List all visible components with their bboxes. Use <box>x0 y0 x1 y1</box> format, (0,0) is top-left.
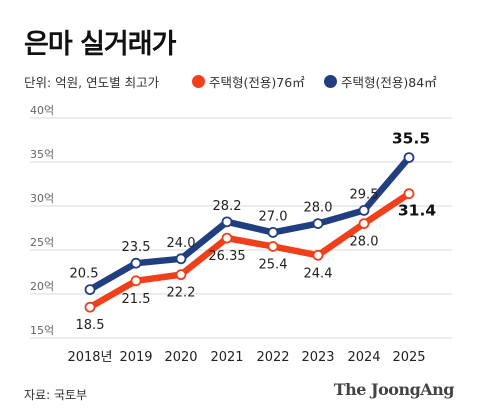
data-label: 20.5 <box>70 267 99 282</box>
data-label: 26.35 <box>208 249 245 264</box>
x-tick-label: 2024 <box>347 350 380 365</box>
data-label: 25.4 <box>259 257 288 272</box>
data-point <box>267 241 279 252</box>
x-tick-label: 2020 <box>164 350 197 365</box>
data-label: 35.5 <box>392 130 430 148</box>
data-label: 24.4 <box>304 266 333 281</box>
unit-label: 단위: 억원, 연도별 최고가 <box>24 75 160 90</box>
data-point <box>84 301 96 313</box>
data-label: 27.0 <box>259 209 288 224</box>
chart-title: 은마 실거래가 <box>24 29 176 60</box>
data-point <box>312 218 324 230</box>
data-point <box>221 232 233 244</box>
data-point <box>221 216 233 228</box>
y-tick-label: 40억 <box>30 104 54 117</box>
data-label: 28.0 <box>304 201 333 216</box>
data-label: 23.5 <box>122 240 151 255</box>
legend-item-76: 주택형(전용)76㎡ <box>192 72 305 91</box>
x-tick-label: 2021 <box>210 350 243 365</box>
data-label: 28.0 <box>350 235 379 250</box>
x-tick-label: 2018년 <box>67 350 112 365</box>
data-point <box>84 284 96 296</box>
data-point <box>175 253 187 265</box>
data-point <box>130 275 142 287</box>
data-label: 22.2 <box>167 286 196 301</box>
legend-dot-84 <box>324 75 337 88</box>
data-point <box>175 269 187 281</box>
y-tick-label: 30억 <box>30 192 54 205</box>
x-tick-label: 2025 <box>392 350 425 365</box>
y-tick-label: 20억 <box>30 280 54 293</box>
data-label: 31.4 <box>398 202 436 220</box>
legend-item-84: 주택형(전용)84㎡ <box>324 72 437 91</box>
legend-label-76: 주택형(전용)76㎡ <box>209 75 305 90</box>
series-line-1 <box>86 154 413 293</box>
legend-label-84: 주택형(전용)84㎡ <box>341 75 437 90</box>
data-point <box>403 152 415 164</box>
data-label: 28.2 <box>213 199 242 214</box>
source-note: 자료: 국토부 <box>24 388 88 402</box>
publisher-logo: The JoongAng <box>333 380 455 399</box>
series-line-0 <box>86 190 413 311</box>
y-tick-label: 15억 <box>30 324 54 337</box>
data-label: 21.5 <box>122 292 151 307</box>
data-point <box>312 249 324 261</box>
data-point <box>358 218 370 230</box>
data-point <box>267 226 279 238</box>
data-point <box>403 188 415 200</box>
x-tick-label: 2022 <box>256 350 289 365</box>
data-label: 29.5 <box>350 187 379 202</box>
legend-dot-76 <box>192 75 205 88</box>
data-label: 24.0 <box>167 236 196 251</box>
data-label: 18.5 <box>76 318 105 333</box>
data-point <box>130 257 142 269</box>
data-point <box>358 204 370 216</box>
x-tick-label: 2023 <box>301 350 334 365</box>
x-tick-label: 2019 <box>119 350 152 365</box>
subtitle-row: 단위: 억원, 연도별 최고가 주택형(전용)76㎡ 주택형(전용)84㎡ <box>24 72 464 92</box>
y-tick-label: 35억 <box>30 148 54 161</box>
y-tick-label: 25억 <box>30 236 54 249</box>
